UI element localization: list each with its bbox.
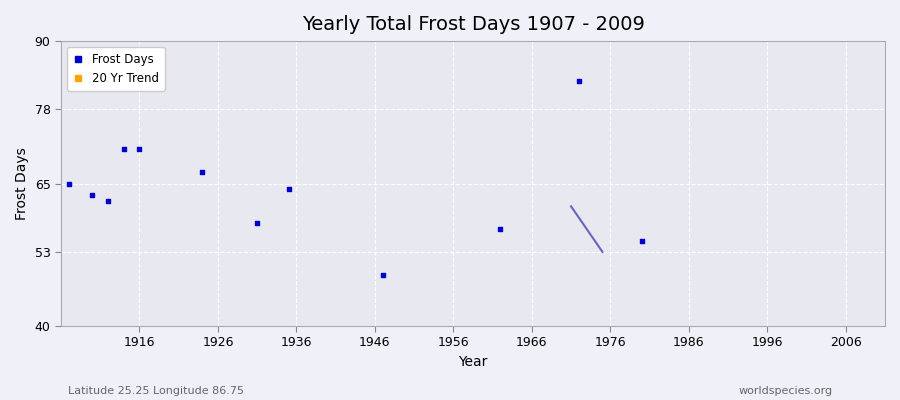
Y-axis label: Frost Days: Frost Days — [15, 147, 29, 220]
Point — [572, 78, 586, 84]
Point — [375, 272, 390, 278]
Point — [634, 237, 649, 244]
Point — [195, 169, 210, 175]
Point — [117, 146, 131, 152]
Text: worldspecies.org: worldspecies.org — [738, 386, 833, 396]
Legend: Frost Days, 20 Yr Trend: Frost Days, 20 Yr Trend — [67, 47, 165, 91]
Point — [493, 226, 508, 232]
Title: Yearly Total Frost Days 1907 - 2009: Yearly Total Frost Days 1907 - 2009 — [302, 15, 644, 34]
Point — [250, 220, 265, 227]
Point — [282, 186, 296, 192]
Point — [61, 180, 76, 187]
Point — [86, 192, 100, 198]
Text: Latitude 25.25 Longitude 86.75: Latitude 25.25 Longitude 86.75 — [68, 386, 244, 396]
X-axis label: Year: Year — [458, 355, 488, 369]
Point — [101, 198, 115, 204]
Point — [132, 146, 147, 152]
